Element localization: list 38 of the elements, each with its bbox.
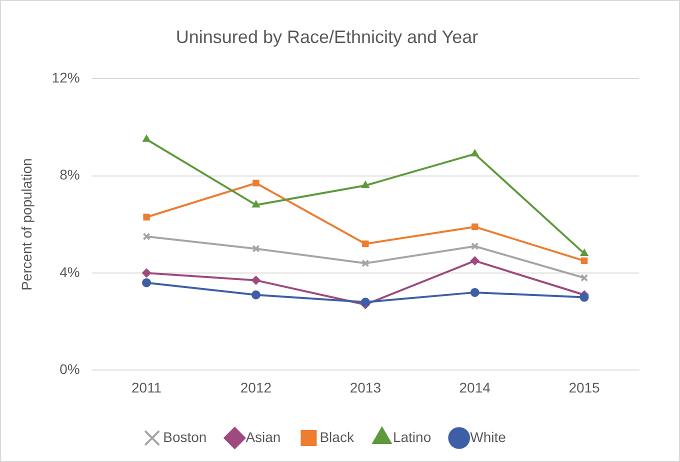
x-tick-label: 2013 [350,379,382,396]
point [251,290,260,300]
point [252,244,260,253]
y-tick-label: 4% [60,264,80,280]
legend-label: Asian [246,428,281,445]
legend-label: Black [320,428,355,445]
x-tick-label: 2011 [131,379,162,396]
y-axis-title: Percent of population [18,158,34,291]
point [142,134,151,142]
point [252,180,260,186]
x-tick-label: 2015 [568,379,600,396]
point [580,249,588,256]
legend-label: Latino [392,428,432,445]
point [251,276,260,285]
point [142,278,152,288]
chart-title: Uninsured by Race/Ethnicity and Year [176,26,478,47]
point [360,298,370,307]
point [361,181,370,188]
point [252,200,260,208]
y-tick-label: 12% [52,69,80,86]
y-tick-label: 0% [60,361,80,378]
y-tick-label: 8% [60,166,80,183]
x-tick-label: 2014 [459,379,491,396]
point [580,292,589,302]
point [362,240,369,248]
point [470,149,479,156]
point [143,214,150,220]
point [472,224,478,230]
point [142,232,150,240]
point [580,258,588,264]
point [470,288,480,297]
x-tick-label: 2012 [240,379,272,396]
point [142,268,152,278]
legend-label: Boston [163,428,207,445]
point [362,259,370,268]
point [470,256,480,266]
legend-label: White [470,428,506,445]
point [471,242,479,250]
